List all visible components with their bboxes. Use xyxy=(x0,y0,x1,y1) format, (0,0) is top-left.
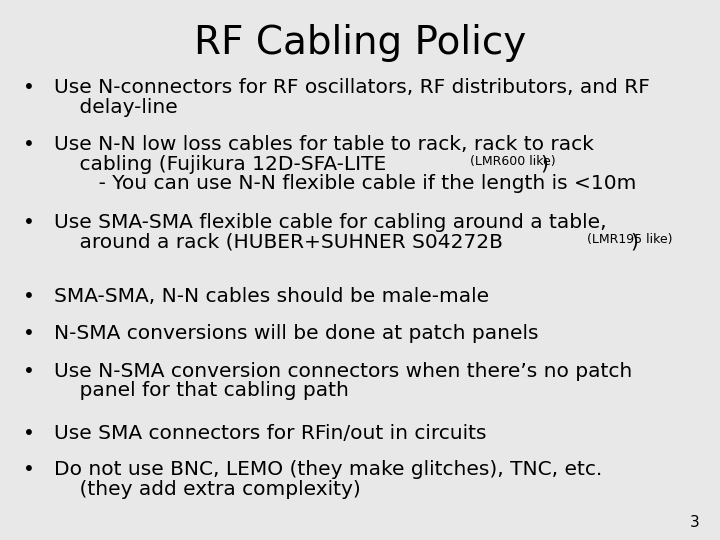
Text: Use N-connectors for RF oscillators, RF distributors, and RF: Use N-connectors for RF oscillators, RF … xyxy=(54,78,650,97)
Text: around a rack (HUBER+SUHNER S04272B: around a rack (HUBER+SUHNER S04272B xyxy=(54,233,509,252)
Text: RF Cabling Policy: RF Cabling Policy xyxy=(194,24,526,62)
Text: Use N-SMA conversion connectors when there’s no patch: Use N-SMA conversion connectors when the… xyxy=(54,362,632,381)
Text: delay-line: delay-line xyxy=(54,98,178,117)
Text: SMA-SMA, N-N cables should be male-male: SMA-SMA, N-N cables should be male-male xyxy=(54,287,489,306)
Text: (LMR195 like): (LMR195 like) xyxy=(587,233,672,246)
Text: •: • xyxy=(23,213,35,232)
Text: ): ) xyxy=(540,154,548,173)
Text: (they add extra complexity): (they add extra complexity) xyxy=(54,480,361,498)
Text: 3: 3 xyxy=(690,515,700,530)
Text: (LMR600 like): (LMR600 like) xyxy=(470,154,556,167)
Text: panel for that cabling path: panel for that cabling path xyxy=(54,381,349,400)
Text: ): ) xyxy=(631,233,639,252)
Text: •: • xyxy=(23,135,35,154)
Text: Do not use BNC, LEMO (they make glitches), TNC, etc.: Do not use BNC, LEMO (they make glitches… xyxy=(54,460,602,479)
Text: •: • xyxy=(23,424,35,443)
Text: - You can use N-N flexible cable if the length is <10m: - You can use N-N flexible cable if the … xyxy=(54,174,636,193)
Text: N-SMA conversions will be done at patch panels: N-SMA conversions will be done at patch … xyxy=(54,324,539,343)
Text: Use SMA-SMA flexible cable for cabling around a table,: Use SMA-SMA flexible cable for cabling a… xyxy=(54,213,607,232)
Text: •: • xyxy=(23,287,35,306)
Text: •: • xyxy=(23,78,35,97)
Text: •: • xyxy=(23,460,35,479)
Text: cabling (Fujikura 12D-SFA-LITE: cabling (Fujikura 12D-SFA-LITE xyxy=(54,154,392,173)
Text: •: • xyxy=(23,362,35,381)
Text: Use N-N low loss cables for table to rack, rack to rack: Use N-N low loss cables for table to rac… xyxy=(54,135,594,154)
Text: Use SMA connectors for RFin/out in circuits: Use SMA connectors for RFin/out in circu… xyxy=(54,424,487,443)
Text: •: • xyxy=(23,324,35,343)
